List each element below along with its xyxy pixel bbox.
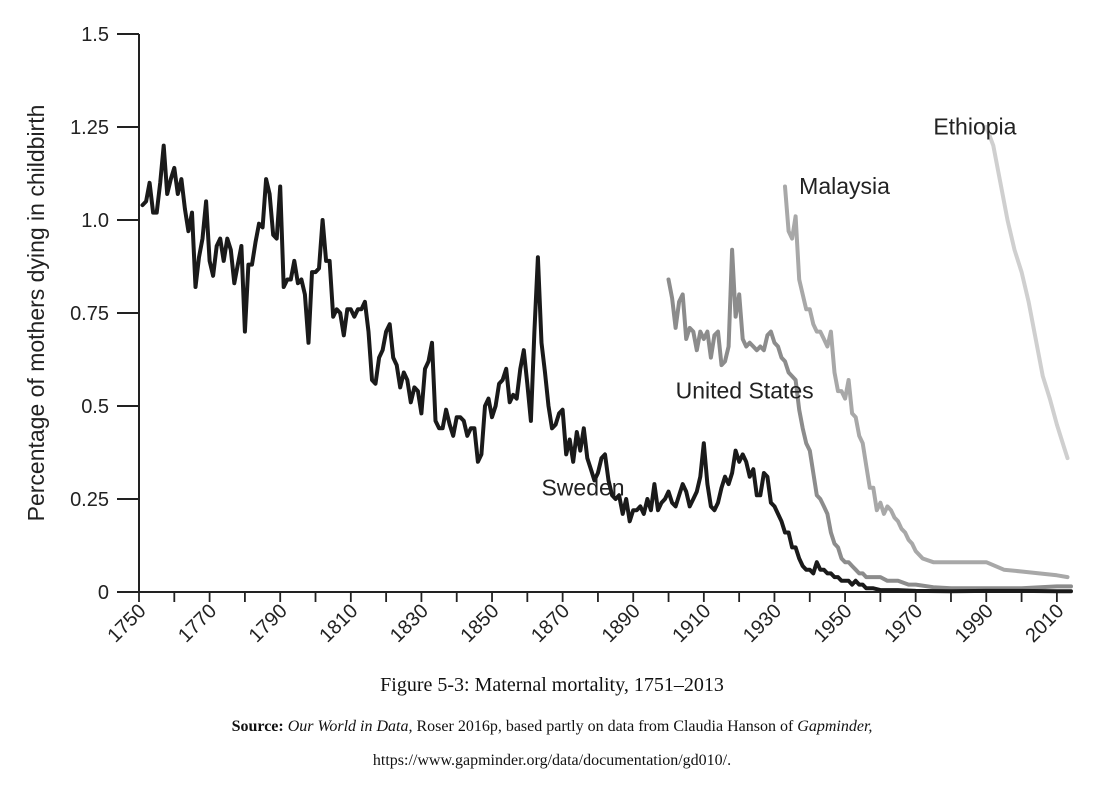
x-tick-label: 1930: [739, 600, 786, 647]
series-line-malaysia: [783, 184, 1070, 580]
series-labels: Sweden United States Malaysia Ethiopia: [541, 113, 1016, 500]
source-url: https://www.gapminder.org/data/documenta…: [372, 752, 732, 769]
y-tick-label: 0.25: [70, 489, 109, 511]
x-tick-label: 1810: [315, 600, 362, 647]
source-title: Our World in Data,: [287, 718, 413, 735]
y-tick-label: 0: [98, 582, 109, 604]
x-tick-label: 1970: [880, 600, 927, 647]
source-label: Source:: [231, 718, 284, 735]
source-org: Gapminder,: [797, 718, 873, 735]
source-line: Source: Our World in Data, Roser 2016p, …: [0, 718, 1104, 736]
series-label-united-states: United States: [676, 378, 814, 404]
axes: 0 0.25 0.5 0.75 1.0 1.25 1.5 1750 1770 1790 1810 18…: [70, 24, 1071, 647]
x-tick-label: 1830: [386, 600, 433, 647]
y-tick-label: 0.75: [70, 303, 109, 325]
x-tick-label: 1850: [457, 600, 504, 647]
y-tick-label: 1.5: [81, 24, 109, 46]
x-tick-label: 1790: [245, 600, 292, 647]
y-axis-title: Percentage of mothers dying in childbirt…: [23, 105, 49, 522]
x-tick-label: 1990: [951, 600, 998, 647]
y-tick-label: 1.0: [81, 210, 109, 232]
figure-caption: Figure 5-3: Maternal mortality, 1751–201…: [380, 674, 724, 696]
series-line-ethiopia: [984, 125, 1070, 461]
x-tick-label: 1950: [810, 600, 857, 647]
x-tick-label: 1870: [527, 600, 574, 647]
series-label-malaysia: Malaysia: [799, 173, 890, 199]
series-label-sweden: Sweden: [541, 474, 624, 500]
x-tick-label: 1750: [104, 600, 151, 647]
y-tick-label: 1.25: [70, 117, 109, 139]
x-tick-label: 1770: [174, 600, 221, 647]
series-lines: [140, 125, 1073, 594]
y-tick-label: 0.5: [81, 396, 109, 418]
series-line-united-states: [666, 247, 1073, 591]
x-tick-label: 1910: [668, 600, 715, 647]
series-label-ethiopia: Ethiopia: [933, 113, 1016, 139]
series-line-sweden: [140, 143, 1073, 594]
source-text: Roser 2016p, based partly on data from C…: [416, 718, 794, 735]
x-tick-label: 2010: [1021, 600, 1068, 647]
x-tick-label: 1890: [598, 600, 645, 647]
maternal-mortality-chart: 0 0.25 0.5 0.75 1.0 1.25 1.5 1750 1770 1790 1810 18…: [23, 24, 1073, 647]
